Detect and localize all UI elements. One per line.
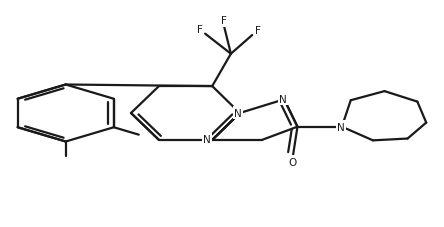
Text: N: N [203, 134, 211, 144]
Text: N: N [337, 122, 345, 132]
Text: N: N [279, 94, 287, 104]
Text: O: O [288, 157, 296, 167]
Text: N: N [234, 108, 242, 118]
Text: F: F [197, 25, 203, 35]
Text: F: F [255, 26, 262, 36]
Text: F: F [221, 16, 227, 26]
